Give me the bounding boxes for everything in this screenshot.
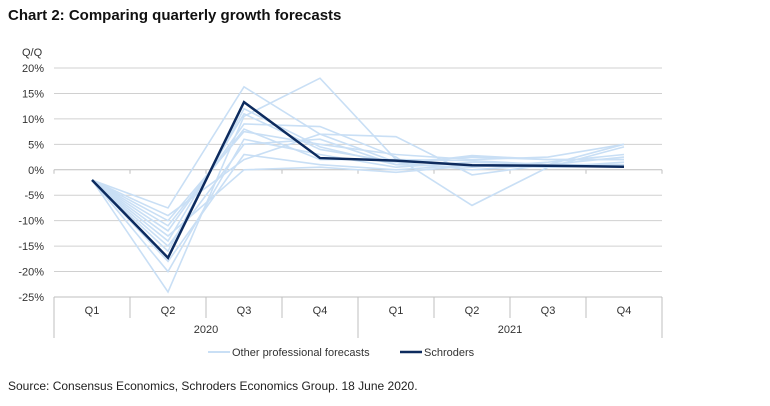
legend-label-other: Other professional forecasts — [232, 347, 370, 359]
x-tick-label: Q2 — [161, 305, 176, 317]
y-tick-label: 5% — [28, 139, 44, 151]
x-tick-label: Q3 — [541, 305, 556, 317]
series-line-schroders — [91, 100, 625, 260]
y-axis-label: Q/Q — [22, 47, 43, 59]
x-tick-label: Q1 — [389, 305, 404, 317]
legend: Other professional forecasts Schroders — [208, 347, 475, 359]
y-tick-label: -25% — [18, 292, 44, 304]
gridlines — [54, 67, 662, 298]
x-tick-label: Q4 — [313, 305, 328, 317]
source-note: Source: Consensus Economics, Schroders E… — [8, 379, 418, 393]
schroders-series — [91, 100, 625, 260]
x-tick-label: Q2 — [465, 305, 480, 317]
chart-title: Chart 2: Comparing quarterly growth fore… — [8, 7, 342, 24]
series-line-other-forecast — [91, 123, 625, 232]
series-line-other-forecast — [91, 107, 624, 253]
y-tick-label: -20% — [18, 267, 44, 279]
x-tick-label: Q4 — [617, 305, 632, 317]
x-group-label: 2020 — [194, 324, 218, 336]
series-line-other-forecast — [91, 128, 625, 227]
x-tick-label: Q1 — [85, 305, 100, 317]
legend-label-schroders: Schroders — [424, 347, 475, 359]
other-forecasts-series — [91, 77, 625, 294]
y-tick-label: 0% — [28, 165, 44, 177]
y-tick-label: 15% — [22, 88, 44, 100]
series-line-other-forecast — [91, 77, 625, 294]
y-tick-label: 10% — [22, 114, 44, 126]
series-line-other-forecast — [91, 130, 625, 222]
y-tick-label: -10% — [18, 216, 44, 228]
series-line-other-forecast — [91, 164, 625, 237]
y-axis-ticks: 20% 15% 10% 5% 0% -5% -10% -15% -20% -25% — [18, 63, 44, 304]
x-tick-label: Q3 — [237, 305, 252, 317]
y-tick-label: -5% — [24, 190, 44, 202]
y-tick-label: -15% — [18, 241, 44, 253]
y-tick-label: 20% — [22, 63, 44, 75]
x-group-label: 2021 — [498, 324, 522, 336]
